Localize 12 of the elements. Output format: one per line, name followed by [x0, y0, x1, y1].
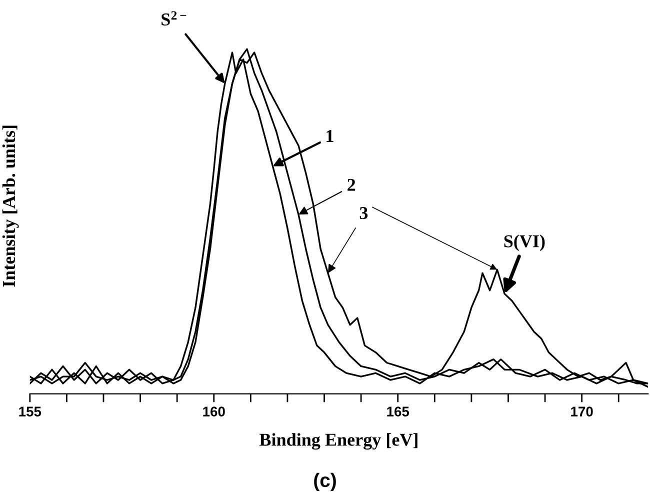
annotation: 3	[360, 207, 368, 220]
annotation: 2	[348, 178, 356, 191]
x-tick-label: 165	[387, 406, 410, 416]
x-tick-label: 155	[19, 406, 42, 416]
x-axis-title: Binding Energy [eV]	[260, 433, 418, 450]
annotation: 1	[326, 130, 334, 142]
x-tick-label: 160	[203, 406, 225, 416]
x-tick-label: 170	[571, 406, 593, 416]
annotation: S$^{2−}$	[162, 11, 186, 26]
text: (c)	[314, 472, 336, 491]
y-axis-title: Intensity [Arb. units]	[2, 126, 19, 287]
annotation: S(VI)	[504, 234, 545, 251]
